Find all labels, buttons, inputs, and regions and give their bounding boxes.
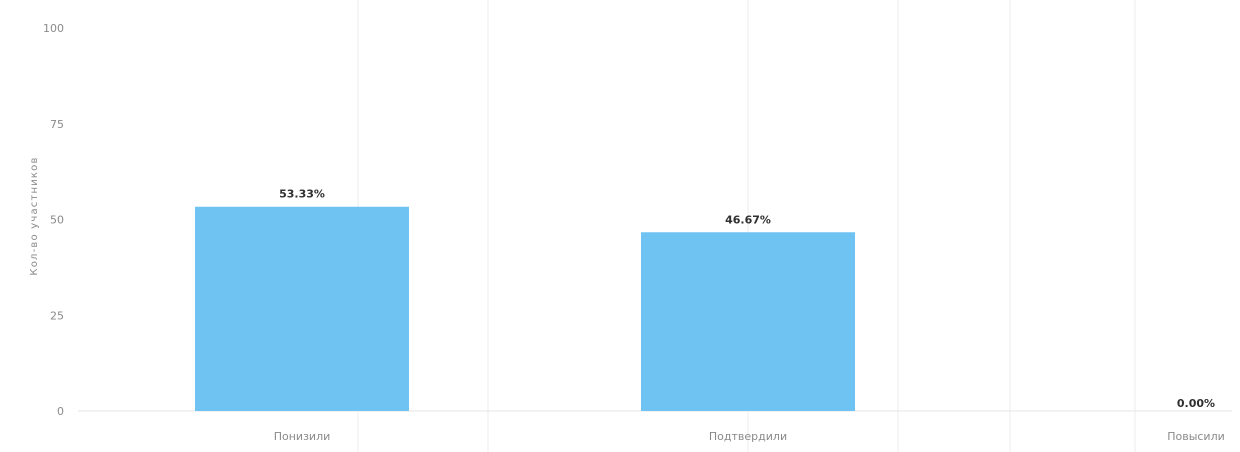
- x-tick-label: Подтвердили: [709, 430, 787, 443]
- x-axis-labels: Понизили Подтвердили Повысили: [274, 430, 1225, 443]
- y-axis-ticks: 0 25 50 75 100: [43, 22, 64, 418]
- y-tick-label: 0: [57, 405, 64, 418]
- bars: 53.33% 46.67% 0.00%: [195, 188, 1215, 411]
- bar: [195, 206, 409, 411]
- y-tick-label: 50: [50, 214, 64, 227]
- bar: [641, 232, 855, 411]
- data-label: 0.00%: [1177, 397, 1215, 410]
- y-tick-label: 75: [50, 118, 64, 131]
- y-tick-label: 25: [50, 309, 64, 322]
- y-axis-title: Кол-во участников: [29, 156, 40, 275]
- x-tick-label: Понизили: [274, 430, 331, 443]
- y-tick-label: 100: [43, 22, 64, 35]
- x-tick-label: Повысили: [1167, 430, 1225, 443]
- data-label: 46.67%: [725, 213, 771, 226]
- data-label: 53.33%: [279, 188, 325, 201]
